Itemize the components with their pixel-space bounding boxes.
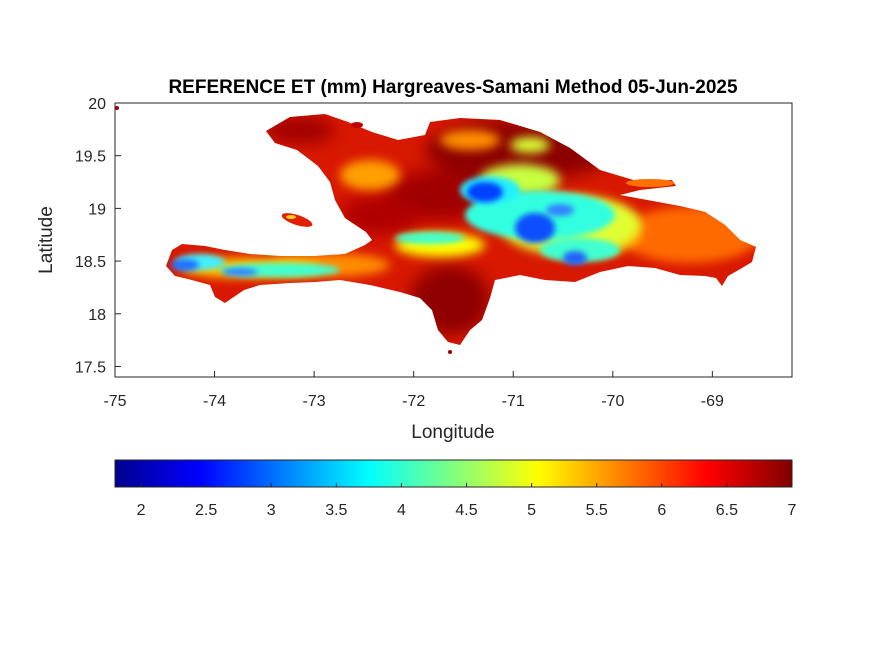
y-tick-label: 19.5: [75, 149, 106, 166]
x-tick-label: -70: [601, 393, 624, 410]
chart-title: REFERENCE ET (mm) Hargreaves-Samani Meth…: [168, 77, 738, 98]
colorbar-tick-label: 3.5: [325, 502, 347, 519]
x-tick-label: -74: [203, 393, 226, 410]
y-tick-label: 17.5: [75, 359, 106, 376]
x-tick-label: -72: [402, 393, 425, 410]
colorbar-tick-label: 6: [657, 502, 666, 519]
gonave-island-highlight: [286, 215, 296, 219]
colorbar-tick-label: 4.5: [455, 502, 477, 519]
et-cyan-zones: [175, 176, 620, 277]
navassa-point: [115, 106, 119, 110]
colorbar-tick-label: 6.5: [716, 502, 738, 519]
x-tick-label: -73: [303, 393, 326, 410]
colorbar-tick-label: 2.5: [195, 502, 217, 519]
y-axis-ticks: 20 19.5 19 18.5 18 17.5: [75, 96, 121, 376]
x-tick-label: -69: [701, 393, 724, 410]
tortuga-island: [351, 122, 363, 128]
map-axes: -75 -74 -73 -72 -71 -70 -69 20 19.5 19 18.5 18 17.5…: [36, 96, 793, 443]
colorbar-tick-label: 4: [397, 502, 406, 519]
y-tick-label: 18: [88, 307, 106, 324]
colorbar-tick-label: 5: [527, 502, 536, 519]
x-tick-label: -71: [502, 393, 525, 410]
colorbar-ticks: 2 2.5 3 3.5 4 4.5 5 5.5 6 6.5 7: [137, 483, 797, 519]
colorbar-tick-label: 2: [137, 502, 146, 519]
y-tick-label: 19: [88, 201, 106, 218]
colorbar-tick-label: 3: [267, 502, 276, 519]
x-tick-label: -75: [103, 393, 126, 410]
y-tick-label: 20: [88, 96, 106, 113]
samana-peninsula-tip: [626, 179, 674, 187]
et-blue-zones: [171, 182, 587, 276]
x-axis-ticks: -75 -74 -73 -72 -71 -70 -69: [103, 371, 724, 410]
colorbar: 2 2.5 3 3.5 4 4.5 5 5.5 6 6.5 7: [114, 459, 797, 519]
y-axis-label: Latitude: [36, 206, 57, 274]
beata-island: [448, 350, 452, 354]
x-axis-label: Longitude: [411, 422, 494, 443]
colorbar-tick-label: 7: [788, 502, 797, 519]
colorbar-gradient: [114, 459, 793, 488]
colorbar-tick-label: 5.5: [586, 502, 608, 519]
map-frame: [114, 102, 793, 378]
y-tick-label: 18.5: [75, 254, 106, 271]
